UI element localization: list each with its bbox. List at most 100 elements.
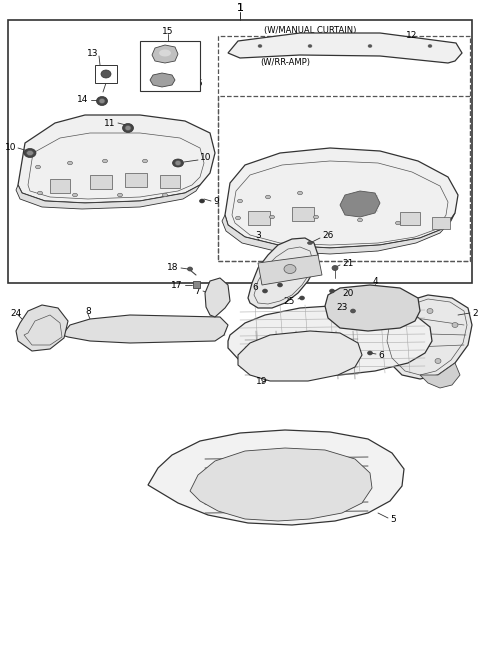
Text: (W/RR-AMP): (W/RR-AMP) xyxy=(260,59,310,67)
Ellipse shape xyxy=(313,215,319,219)
Bar xyxy=(50,179,70,193)
Polygon shape xyxy=(152,45,178,63)
Polygon shape xyxy=(228,305,432,375)
Text: 10: 10 xyxy=(4,144,16,153)
Ellipse shape xyxy=(368,44,372,48)
Text: 6: 6 xyxy=(378,351,384,360)
Polygon shape xyxy=(148,430,404,525)
Text: 7: 7 xyxy=(194,287,200,296)
Polygon shape xyxy=(16,185,200,209)
Polygon shape xyxy=(62,315,228,343)
Ellipse shape xyxy=(172,159,183,167)
Ellipse shape xyxy=(350,309,356,313)
Ellipse shape xyxy=(163,193,168,197)
Text: 21: 21 xyxy=(342,259,353,268)
Bar xyxy=(90,175,112,189)
Polygon shape xyxy=(420,363,460,388)
Ellipse shape xyxy=(300,296,304,300)
Ellipse shape xyxy=(103,159,108,163)
Text: 20: 20 xyxy=(342,289,353,298)
Bar xyxy=(400,212,420,225)
Text: 25: 25 xyxy=(284,296,295,306)
Bar xyxy=(248,211,270,225)
Polygon shape xyxy=(382,295,472,379)
Bar xyxy=(125,173,147,187)
Text: 8: 8 xyxy=(85,306,91,315)
Polygon shape xyxy=(228,33,462,63)
Ellipse shape xyxy=(332,266,338,270)
Bar xyxy=(95,65,117,83)
Polygon shape xyxy=(225,148,458,248)
Text: 9: 9 xyxy=(213,197,219,206)
Ellipse shape xyxy=(427,308,433,313)
Text: 26: 26 xyxy=(322,231,334,240)
Ellipse shape xyxy=(200,199,204,203)
Ellipse shape xyxy=(26,150,34,155)
Text: (W/MANUAL CURTAIN): (W/MANUAL CURTAIN) xyxy=(264,27,356,35)
Ellipse shape xyxy=(435,358,441,364)
Ellipse shape xyxy=(263,289,267,293)
Ellipse shape xyxy=(269,215,275,219)
Bar xyxy=(140,41,200,91)
Text: 13: 13 xyxy=(87,48,99,57)
Ellipse shape xyxy=(36,165,40,168)
Ellipse shape xyxy=(175,161,181,165)
Ellipse shape xyxy=(159,50,171,57)
Bar xyxy=(292,207,314,221)
Text: 2: 2 xyxy=(472,308,478,317)
Bar xyxy=(8,20,472,283)
Text: 6: 6 xyxy=(252,283,258,293)
Text: 3: 3 xyxy=(255,231,261,240)
Text: 19: 19 xyxy=(256,377,268,385)
Ellipse shape xyxy=(118,193,122,197)
Polygon shape xyxy=(190,448,372,521)
Text: 11: 11 xyxy=(104,118,115,127)
Polygon shape xyxy=(150,73,175,87)
Polygon shape xyxy=(193,281,200,288)
Text: 4: 4 xyxy=(372,276,378,285)
Text: 1: 1 xyxy=(237,3,243,13)
Text: 22: 22 xyxy=(261,276,272,285)
Ellipse shape xyxy=(428,44,432,48)
Text: 10: 10 xyxy=(200,153,212,163)
Bar xyxy=(218,96,470,261)
Ellipse shape xyxy=(358,218,362,222)
Ellipse shape xyxy=(72,193,77,197)
Text: 15: 15 xyxy=(162,27,174,35)
Ellipse shape xyxy=(308,242,312,244)
Polygon shape xyxy=(16,305,68,351)
Text: 17: 17 xyxy=(170,281,182,289)
Text: 24: 24 xyxy=(10,308,21,317)
Ellipse shape xyxy=(396,221,400,225)
Bar xyxy=(218,36,470,261)
Ellipse shape xyxy=(96,97,108,106)
Ellipse shape xyxy=(329,289,335,293)
Text: 12: 12 xyxy=(406,31,418,39)
Ellipse shape xyxy=(37,191,43,195)
Ellipse shape xyxy=(236,216,240,220)
Ellipse shape xyxy=(176,163,180,167)
Ellipse shape xyxy=(68,161,72,165)
Ellipse shape xyxy=(238,199,242,202)
Text: 1: 1 xyxy=(237,3,243,13)
Ellipse shape xyxy=(298,191,302,195)
Ellipse shape xyxy=(101,70,111,78)
Ellipse shape xyxy=(125,125,131,131)
Polygon shape xyxy=(258,255,322,285)
Polygon shape xyxy=(325,285,420,331)
Polygon shape xyxy=(205,278,230,317)
Ellipse shape xyxy=(308,44,312,48)
Ellipse shape xyxy=(99,99,105,103)
Polygon shape xyxy=(222,213,455,254)
Ellipse shape xyxy=(452,323,458,328)
Polygon shape xyxy=(248,238,318,308)
Bar xyxy=(160,175,180,188)
Text: 14: 14 xyxy=(77,95,88,104)
Bar xyxy=(432,217,450,229)
Text: 5: 5 xyxy=(390,515,396,524)
Ellipse shape xyxy=(284,264,296,274)
Polygon shape xyxy=(238,331,362,381)
Ellipse shape xyxy=(265,195,271,199)
Polygon shape xyxy=(340,191,380,217)
Ellipse shape xyxy=(368,351,372,355)
